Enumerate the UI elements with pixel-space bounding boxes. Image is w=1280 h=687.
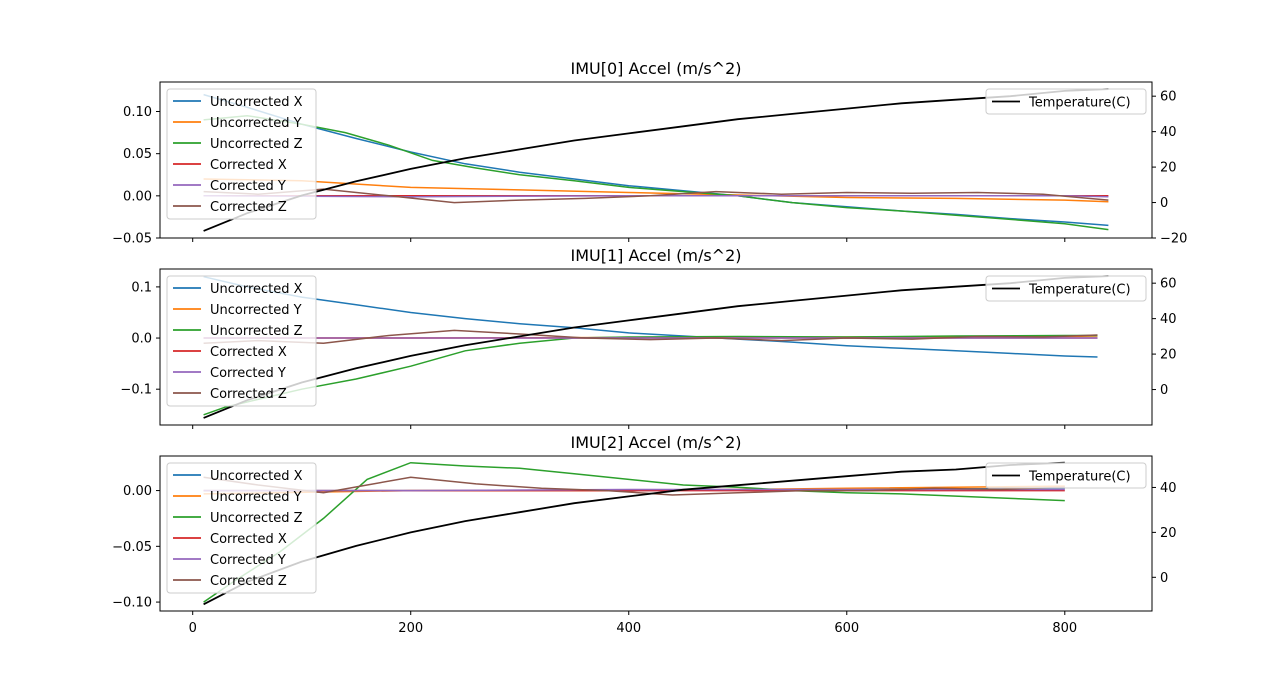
- legend-box: [166, 462, 317, 594]
- legend-label: Corrected Y: [210, 366, 286, 381]
- legend-label: Corrected X: [210, 158, 287, 173]
- y2-tick-label: 20: [1160, 348, 1177, 363]
- temperature-line: [203, 88, 1109, 232]
- legend-label: Uncorrected X: [210, 282, 303, 297]
- legend-label: Temperature(C): [1028, 283, 1131, 298]
- legend-label: Corrected Z: [210, 200, 287, 215]
- series-line-corrected-z: [203, 476, 1065, 496]
- chart-title: IMU[1] Accel (m/s^2): [571, 246, 742, 265]
- y2-tick-label: 20: [1160, 161, 1177, 176]
- chart-title: IMU[0] Accel (m/s^2): [571, 59, 742, 78]
- y-tick-label: −0.05: [112, 232, 152, 247]
- legend-right: Temperature(C): [985, 462, 1147, 489]
- legend-label: Temperature(C): [1028, 96, 1131, 111]
- y2-tick-label: 60: [1160, 277, 1177, 292]
- y-tick-label: 0.05: [123, 147, 152, 162]
- series-line-corrected-z: [203, 329, 1098, 344]
- legend-box: [985, 275, 1147, 302]
- legend-box: [985, 88, 1147, 115]
- chart-title: IMU[2] Accel (m/s^2): [571, 433, 742, 452]
- legend-label: Uncorrected Z: [210, 511, 303, 526]
- legend-label: Uncorrected X: [210, 95, 303, 110]
- series-line-uncorrected-x: [203, 93, 1109, 227]
- y2-tick-label: 0: [1160, 196, 1168, 211]
- y-tick-label: 0.1: [131, 280, 152, 295]
- legend-left: Uncorrected X Uncorrected Y Uncorrected Z C…: [166, 88, 317, 220]
- x-tick-label: 200: [398, 621, 423, 636]
- legend-label: Corrected Z: [210, 574, 287, 589]
- subplot-0: IMU[0] Accel (m/s^2) −0.05 0.00 0.05 0.10 −20…: [112, 59, 1187, 247]
- legend-right: Temperature(C): [985, 275, 1147, 302]
- y-tick-label: 0.00: [123, 189, 152, 204]
- plot-area: [203, 88, 1109, 232]
- y2-tick-label: 40: [1160, 125, 1177, 140]
- plot-area: [203, 461, 1065, 606]
- legend-left: Uncorrected X Uncorrected Y Uncorrected Z C…: [166, 462, 317, 594]
- legend-label: Corrected X: [210, 345, 287, 360]
- y2-tick-label: 60: [1160, 90, 1177, 105]
- y-tick-label: −0.10: [112, 596, 152, 611]
- temperature-line: [203, 461, 1065, 606]
- y2-tick-label: −20: [1160, 232, 1187, 247]
- y-tick-label: 0.0: [131, 332, 152, 347]
- y-tick-label: 0.00: [123, 484, 152, 499]
- x-tick-label: 800: [1052, 621, 1077, 636]
- y2-tick-label: 40: [1160, 312, 1177, 327]
- x-tick-label: 400: [616, 621, 641, 636]
- y-tick-label: −0.1: [120, 383, 152, 398]
- y-tick-label: −0.05: [112, 540, 152, 555]
- legend-label: Uncorrected Y: [210, 303, 302, 318]
- y2-tick-label: 40: [1160, 481, 1177, 496]
- legend-label: Corrected Y: [210, 553, 286, 568]
- legend-right: Temperature(C): [985, 88, 1147, 115]
- legend-label: Uncorrected Y: [210, 116, 302, 131]
- y2-tick-label: 20: [1160, 526, 1177, 541]
- legend-label: Uncorrected Z: [210, 137, 303, 152]
- y2-tick-label: 0: [1160, 383, 1168, 398]
- series-line-uncorrected-z: [203, 334, 1098, 416]
- legend-label: Uncorrected Y: [210, 490, 302, 505]
- y-tick-label: 0.10: [123, 105, 152, 120]
- temperature-line: [203, 275, 1109, 419]
- axes-frame: [159, 268, 1153, 426]
- series-line-uncorrected-z: [203, 461, 1065, 603]
- legend-label: Corrected Z: [210, 387, 287, 402]
- legend-box: [985, 462, 1147, 489]
- legend-label: Uncorrected X: [210, 469, 303, 484]
- legend-left: Uncorrected X Uncorrected Y Uncorrected Z C…: [166, 275, 317, 407]
- series-line-uncorrected-z: [203, 114, 1109, 231]
- legend-label: Corrected X: [210, 532, 287, 547]
- subplot-2: IMU[2] Accel (m/s^2)−0.10−0.050.00020400…: [112, 433, 1176, 636]
- series-line-corrected-z: [203, 188, 1109, 204]
- y2-tick-label: 0: [1160, 571, 1168, 586]
- plot-area: [203, 275, 1109, 419]
- axes-frame: [159, 455, 1153, 612]
- series-line-uncorrected-x: [203, 275, 1098, 358]
- legend-box: [166, 88, 317, 220]
- legend-label: Temperature(C): [1028, 470, 1131, 485]
- x-tick-label: 0: [189, 621, 197, 636]
- x-tick-label: 600: [834, 621, 859, 636]
- legend-box: [166, 275, 317, 407]
- axes-frame: [159, 81, 1153, 239]
- legend-label: Uncorrected Z: [210, 324, 303, 339]
- subplot-1: IMU[1] Accel (m/s^2) −0.1 0.0 0.1 0 20 40 60 Unc…: [120, 246, 1177, 429]
- legend-label: Corrected Y: [210, 179, 286, 194]
- series-line-corrected-y: [203, 195, 1109, 198]
